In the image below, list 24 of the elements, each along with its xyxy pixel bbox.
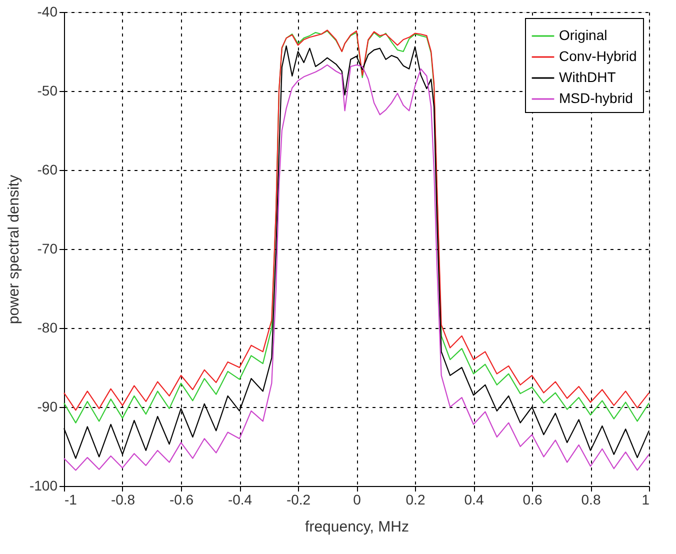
x-tick-label: 0	[353, 492, 362, 508]
y-tick-label: -80	[37, 320, 58, 336]
legend-label: Original	[559, 27, 608, 43]
y-tick-label: -100	[29, 478, 58, 494]
legend-label: MSD-hybrid	[559, 90, 633, 106]
legend-label: Conv-Hybrid	[559, 48, 637, 64]
x-tick-label: 0.2	[406, 492, 426, 508]
x-tick-label: -0.2	[286, 492, 311, 508]
x-tick-label: -0.4	[228, 492, 252, 508]
x-tick-label: 0.4	[464, 492, 484, 508]
legend-label: WithDHT	[559, 69, 616, 85]
y-tick-label: -70	[37, 240, 58, 256]
x-tick-label: 1	[642, 492, 650, 508]
x-tick-label: 0.8	[581, 492, 601, 508]
x-axis-title: frequency, MHz	[305, 518, 409, 536]
y-axis-title: power spectral density	[5, 174, 22, 324]
y-tick-label: -90	[37, 398, 58, 414]
x-tick-label: -0.6	[169, 492, 194, 508]
y-tick-label: -50	[37, 82, 58, 98]
y-tick-label: -60	[37, 162, 58, 178]
x-tick-label: -0.8	[110, 492, 136, 508]
x-tick-label: -1	[64, 492, 78, 508]
y-tick-label: -40	[37, 4, 58, 20]
x-tick-label: 0.6	[522, 492, 542, 508]
